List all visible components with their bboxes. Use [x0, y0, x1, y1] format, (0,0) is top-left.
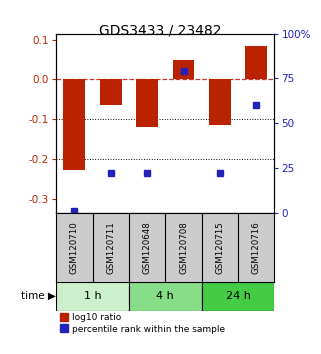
Legend: log10 ratio, percentile rank within the sample: log10 ratio, percentile rank within the … [61, 314, 225, 334]
Text: GSM120710: GSM120710 [70, 221, 79, 274]
Bar [202, 282, 274, 311]
Bar [136, 79, 158, 127]
Text: 24 h: 24 h [226, 291, 250, 301]
Bar [129, 282, 202, 311]
Text: GSM120648: GSM120648 [143, 221, 152, 274]
Text: GSM120711: GSM120711 [106, 221, 115, 274]
Text: GDS3433 / 23482: GDS3433 / 23482 [99, 23, 222, 37]
Bar [64, 79, 85, 170]
Text: 4 h: 4 h [156, 291, 174, 301]
Bar [100, 79, 122, 105]
Text: GSM120716: GSM120716 [252, 221, 261, 274]
Bar [209, 79, 231, 125]
Text: GSM120708: GSM120708 [179, 221, 188, 274]
Text: GSM120715: GSM120715 [215, 221, 224, 274]
Text: time ▶: time ▶ [21, 291, 56, 301]
Bar [56, 282, 129, 311]
Text: 1 h: 1 h [84, 291, 101, 301]
Bar [173, 59, 195, 79]
Bar [245, 46, 267, 79]
